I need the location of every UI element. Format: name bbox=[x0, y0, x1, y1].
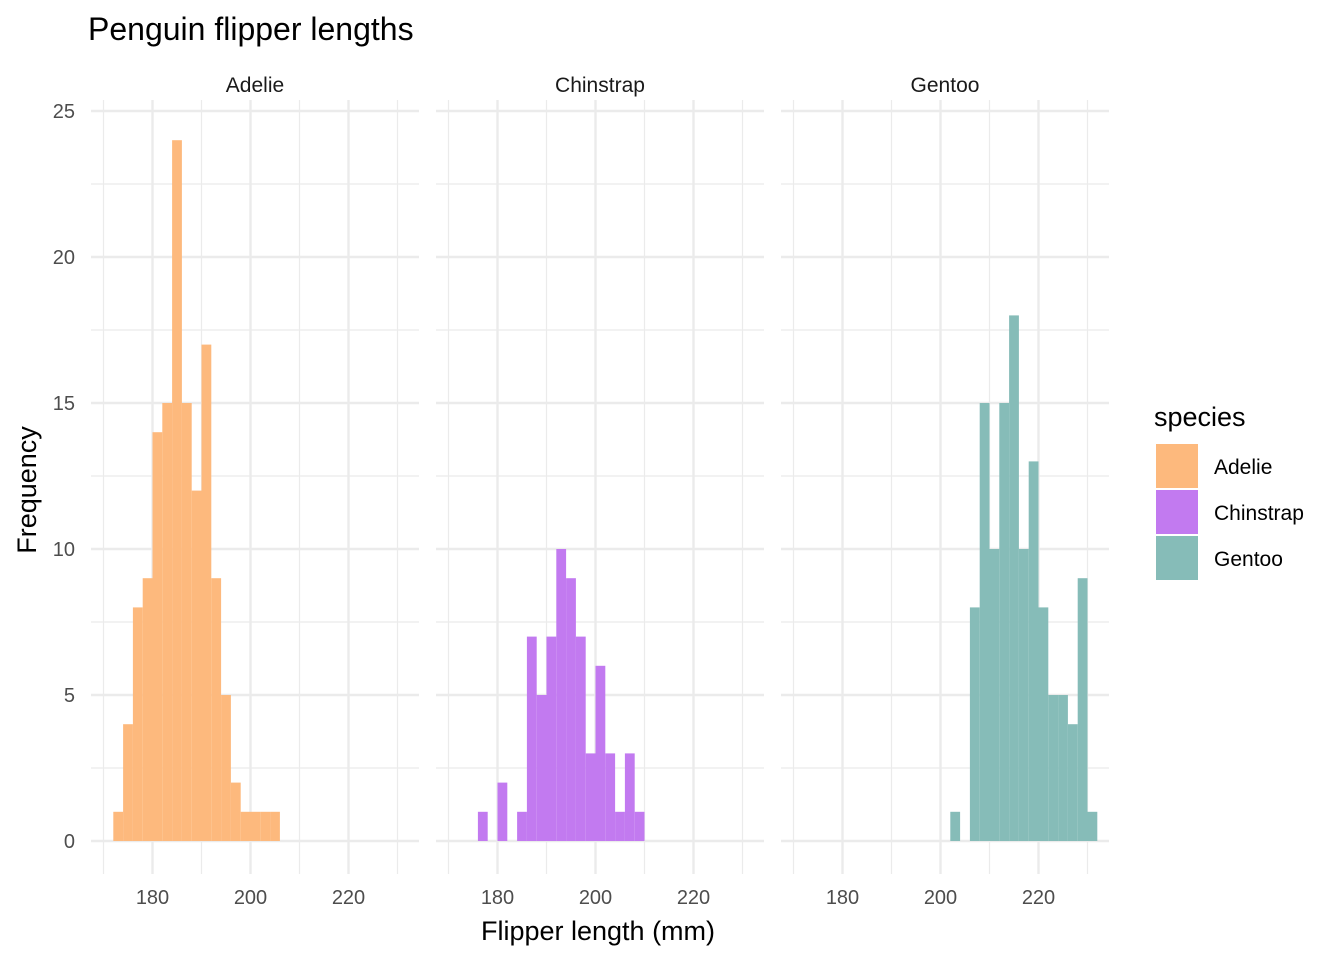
y-axis-title: Frequency bbox=[12, 426, 42, 554]
chart-title: Penguin flipper lengths bbox=[88, 11, 414, 47]
histogram-bar bbox=[1009, 315, 1019, 841]
histogram-bar bbox=[556, 549, 567, 841]
histogram-bar bbox=[191, 490, 202, 841]
histogram-bar bbox=[546, 636, 557, 841]
histogram-bar bbox=[969, 607, 980, 841]
histogram-bar bbox=[1038, 607, 1049, 841]
histogram-bar bbox=[950, 811, 961, 841]
histogram-bar bbox=[1018, 549, 1029, 841]
histogram-bar bbox=[477, 811, 488, 841]
histogram-bar bbox=[221, 695, 231, 841]
histogram-bar bbox=[575, 636, 586, 841]
histogram-bar bbox=[132, 607, 143, 841]
histogram-bar bbox=[162, 403, 173, 841]
histogram-bar bbox=[634, 811, 645, 841]
histogram-bar bbox=[605, 753, 616, 841]
histogram-bar bbox=[250, 811, 261, 841]
legend-label: Gentoo bbox=[1214, 548, 1283, 571]
histogram-bar bbox=[517, 811, 527, 841]
histogram-bar bbox=[240, 811, 251, 841]
histogram-bar bbox=[1028, 461, 1039, 841]
legend-title: species bbox=[1154, 402, 1246, 432]
histogram-bar bbox=[1048, 695, 1059, 841]
legend-swatch-gentoo bbox=[1156, 536, 1198, 580]
legend-label: Chinstrap bbox=[1214, 502, 1304, 525]
legend-swatch-adelie bbox=[1156, 444, 1198, 488]
histogram-bar bbox=[260, 811, 271, 841]
histogram-bar bbox=[536, 695, 547, 841]
histogram-bar bbox=[1087, 811, 1098, 841]
histogram-bar bbox=[1058, 695, 1068, 841]
histogram-bar bbox=[152, 432, 163, 841]
histogram-bar bbox=[999, 403, 1010, 841]
x-tick-label: 200 bbox=[924, 887, 957, 909]
panel-adelie: Adelie 180 200 220 bbox=[91, 74, 419, 909]
histogram-bar bbox=[230, 782, 241, 841]
y-tick-label: 20 bbox=[53, 247, 75, 269]
x-tick-label: 180 bbox=[481, 887, 514, 909]
histogram-bar bbox=[615, 811, 625, 841]
y-tick-label: 0 bbox=[64, 831, 75, 853]
x-tick-label: 180 bbox=[136, 887, 169, 909]
x-tick-label: 220 bbox=[677, 887, 710, 909]
histogram-bar bbox=[172, 140, 182, 841]
histogram-bar bbox=[989, 549, 1000, 841]
histogram-bar bbox=[595, 665, 606, 841]
x-axis-title: Flipper length (mm) bbox=[481, 916, 715, 946]
y-tick-label: 15 bbox=[53, 393, 75, 415]
panel-chinstrap: Chinstrap 180 200 220 bbox=[436, 74, 764, 909]
histogram-bar bbox=[123, 724, 133, 841]
histogram-bar bbox=[1077, 578, 1088, 841]
facet-label: Adelie bbox=[226, 74, 284, 97]
histogram-bar bbox=[181, 403, 192, 841]
x-tick-label: 220 bbox=[1022, 887, 1055, 909]
legend-swatch-chinstrap bbox=[1156, 490, 1198, 534]
panel-gentoo: Gentoo 180 200 220 bbox=[781, 74, 1109, 909]
histogram-bar bbox=[497, 782, 508, 841]
y-tick-label: 5 bbox=[64, 685, 75, 707]
histogram-bar bbox=[979, 403, 990, 841]
x-tick-label: 180 bbox=[826, 887, 859, 909]
histogram-bar bbox=[585, 753, 596, 841]
y-tick-label: 10 bbox=[53, 539, 75, 561]
histogram-bar bbox=[270, 811, 280, 841]
legend-label: Adelie bbox=[1214, 456, 1272, 479]
x-tick-label: 220 bbox=[332, 887, 365, 909]
histogram-bar bbox=[142, 578, 153, 841]
histogram-bar bbox=[624, 753, 635, 841]
histogram-bar bbox=[566, 578, 576, 841]
legend: species Adelie Chinstrap Gentoo bbox=[1154, 402, 1304, 580]
facet-label: Gentoo bbox=[911, 74, 980, 97]
histogram-bar bbox=[1067, 724, 1078, 841]
histogram-bar bbox=[201, 344, 212, 841]
histogram-bar bbox=[211, 578, 222, 841]
facet-label: Chinstrap bbox=[555, 74, 645, 97]
x-tick-label: 200 bbox=[234, 887, 267, 909]
histogram-bar bbox=[113, 811, 124, 841]
x-tick-label: 200 bbox=[579, 887, 612, 909]
histogram-bar bbox=[526, 636, 537, 841]
y-tick-label: 25 bbox=[53, 101, 75, 123]
